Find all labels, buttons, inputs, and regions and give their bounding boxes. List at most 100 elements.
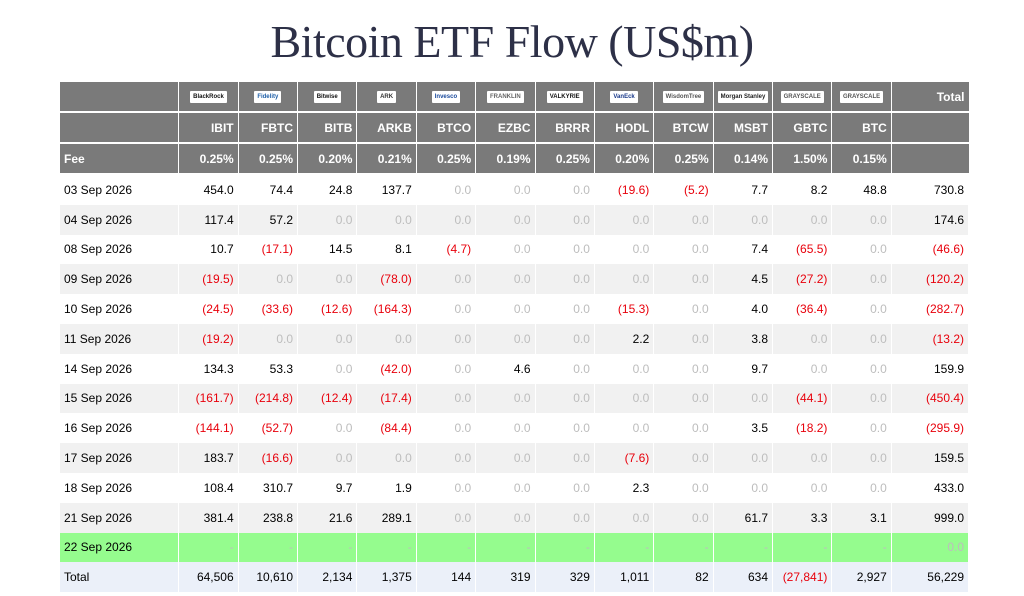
bitwise-logo: Bitwise xyxy=(313,91,341,104)
flow-cell: 57.2 xyxy=(238,204,299,235)
flow-cell: 0.0 xyxy=(653,234,714,265)
table-row: 08 Sep 2026 10.7 (17.1) 14.5 8.1 (4.7) 0.0 0.0 0… xyxy=(60,234,970,265)
ticker-header: BTCW xyxy=(653,112,714,144)
flow-cell: 4.5 xyxy=(713,264,774,295)
franklin-logo: FRANKLIN xyxy=(486,91,524,104)
flow-cell: (16.6) xyxy=(238,443,299,473)
flow-cell: 3.8 xyxy=(713,323,774,354)
ticker-header: MSBT xyxy=(713,112,774,144)
ticker-total-blank xyxy=(891,112,969,144)
flow-cell: 0.0 xyxy=(475,204,536,235)
row-total-cell: 159.5 xyxy=(891,443,970,473)
page-title: Bitcoin ETF Flow (US$m) xyxy=(270,16,754,67)
fee-total-blank xyxy=(891,143,969,175)
flow-cell: (36.4) xyxy=(772,294,833,324)
flow-cell: (15.3) xyxy=(594,294,655,324)
flow-cell: 0.0 xyxy=(475,323,536,354)
logo-cell: GRAYSCALE xyxy=(772,82,833,113)
fee-value: 0.25% xyxy=(416,143,477,175)
flow-cell: 0.0 xyxy=(831,353,892,384)
flow-cell: (12.6) xyxy=(297,294,358,324)
flow-cell: 0.0 xyxy=(416,413,477,444)
table-row: 11 Sep 2026 (19.2) 0.0 0.0 0.0 0.0 0.0 0.0 2.2 0.… xyxy=(60,323,970,354)
fee-label: Fee xyxy=(60,143,180,175)
flow-cell: 0.0 xyxy=(772,472,833,503)
ticker-header: ARKB xyxy=(356,112,417,144)
table-row: 18 Sep 2026 108.4 310.7 9.7 1.9 0.0 0.0 0.0 2.3 0… xyxy=(60,472,970,503)
flow-cell: - xyxy=(772,532,833,563)
logo-header-row: BlackRock Fidelity Bitwise ARK Invesco FRANKL… xyxy=(60,82,969,113)
morgan-stanley-logo: Morgan Stanley xyxy=(717,91,769,104)
flow-cell: - xyxy=(653,532,714,563)
fee-value: 0.25% xyxy=(535,143,595,175)
logo-cell: Fidelity xyxy=(238,82,299,113)
flow-cell: 137.7 xyxy=(356,174,417,205)
row-total-cell: (120.2) xyxy=(891,264,970,295)
date-cell: 10 Sep 2026 xyxy=(60,294,180,324)
totals-cell: 329 xyxy=(535,562,595,593)
ticker-header: EZBC xyxy=(475,112,536,144)
flow-cell: 21.6 xyxy=(297,502,358,533)
flow-cell: 24.8 xyxy=(297,174,358,205)
flow-cell: - xyxy=(297,532,358,563)
date-cell: 09 Sep 2026 xyxy=(60,264,180,295)
ticker-header: BTC xyxy=(831,112,892,144)
flow-cell: 0.0 xyxy=(475,502,536,533)
flow-cell: 7.7 xyxy=(713,174,774,205)
flow-cell: 0.0 xyxy=(416,353,477,384)
flow-cell: 0.0 xyxy=(475,174,536,205)
totals-cell: 2,134 xyxy=(297,562,358,593)
flow-cell: 0.0 xyxy=(535,443,595,473)
invesco-logo: Invesco xyxy=(431,91,461,104)
flow-cell: 0.0 xyxy=(831,472,892,503)
logo-cell: ARK xyxy=(356,82,417,113)
flow-cell: 0.0 xyxy=(653,443,714,473)
flow-cell: 0.0 xyxy=(772,443,833,473)
fee-value: 0.20% xyxy=(594,143,655,175)
fee-header-row: Fee 0.25% 0.25% 0.20% 0.21% 0.25% 0.19% 0.25% 0… xyxy=(60,143,969,175)
flow-cell: - xyxy=(535,532,595,563)
grayscale-mini-logo: GRAYSCALE xyxy=(840,91,884,104)
flow-cell: 0.0 xyxy=(535,383,595,414)
row-total-cell: (282.7) xyxy=(891,294,970,324)
flow-cell: 0.0 xyxy=(713,443,774,473)
flow-cell: 0.0 xyxy=(416,294,477,324)
fee-value: 0.25% xyxy=(178,143,239,175)
flow-cell: 0.0 xyxy=(238,323,299,354)
flow-cell: 117.4 xyxy=(178,204,239,235)
fidelity-logo: Fidelity xyxy=(254,91,282,104)
flow-cell: 0.0 xyxy=(535,323,595,354)
flow-cell: 238.8 xyxy=(238,502,299,533)
ticker-header: BTCO xyxy=(416,112,477,144)
flow-table-body: 03 Sep 2026 454.0 74.4 24.8 137.7 0.0 0.0 0.0 (1… xyxy=(60,174,970,593)
totals-cell: 1,011 xyxy=(594,562,655,593)
date-cell: 16 Sep 2026 xyxy=(60,413,180,444)
flow-cell: (65.5) xyxy=(772,234,833,265)
flow-cell: 0.0 xyxy=(831,294,892,324)
flow-cell: 0.0 xyxy=(297,353,358,384)
flow-cell: 134.3 xyxy=(178,353,239,384)
fee-value: 0.25% xyxy=(238,143,299,175)
flow-cell: 0.0 xyxy=(416,383,477,414)
flow-cell: 4.0 xyxy=(713,294,774,324)
flow-cell: (7.6) xyxy=(594,443,655,473)
table-row: 03 Sep 2026 454.0 74.4 24.8 137.7 0.0 0.0 0.0 (1… xyxy=(60,174,970,205)
flow-cell: 53.3 xyxy=(238,353,299,384)
date-cell: 08 Sep 2026 xyxy=(60,234,180,265)
grayscale-logo: GRAYSCALE xyxy=(780,91,824,104)
flow-cell: 0.0 xyxy=(713,472,774,503)
totals-cell: 82 xyxy=(653,562,714,593)
logo-cell: WisdomTree xyxy=(653,82,714,113)
flow-cell: 0.0 xyxy=(356,443,417,473)
flow-cell: (18.2) xyxy=(772,413,833,444)
row-total-cell: (450.4) xyxy=(891,383,970,414)
flow-cell: 381.4 xyxy=(178,502,239,533)
flow-cell: 0.0 xyxy=(475,443,536,473)
table-row: 15 Sep 2026 (161.7) (214.8) (12.4) (17.4) 0.0… xyxy=(60,383,970,414)
logo-cell: Morgan Stanley xyxy=(713,82,774,113)
date-cell: 04 Sep 2026 xyxy=(60,204,180,235)
flow-cell: 0.0 xyxy=(535,353,595,384)
table-row: 14 Sep 2026 134.3 53.3 0.0 (42.0) 0.0 4.6 0.0 0.… xyxy=(60,353,970,384)
valkyrie-logo: VALKYRIE xyxy=(546,91,583,104)
flow-cell: 0.0 xyxy=(831,443,892,473)
